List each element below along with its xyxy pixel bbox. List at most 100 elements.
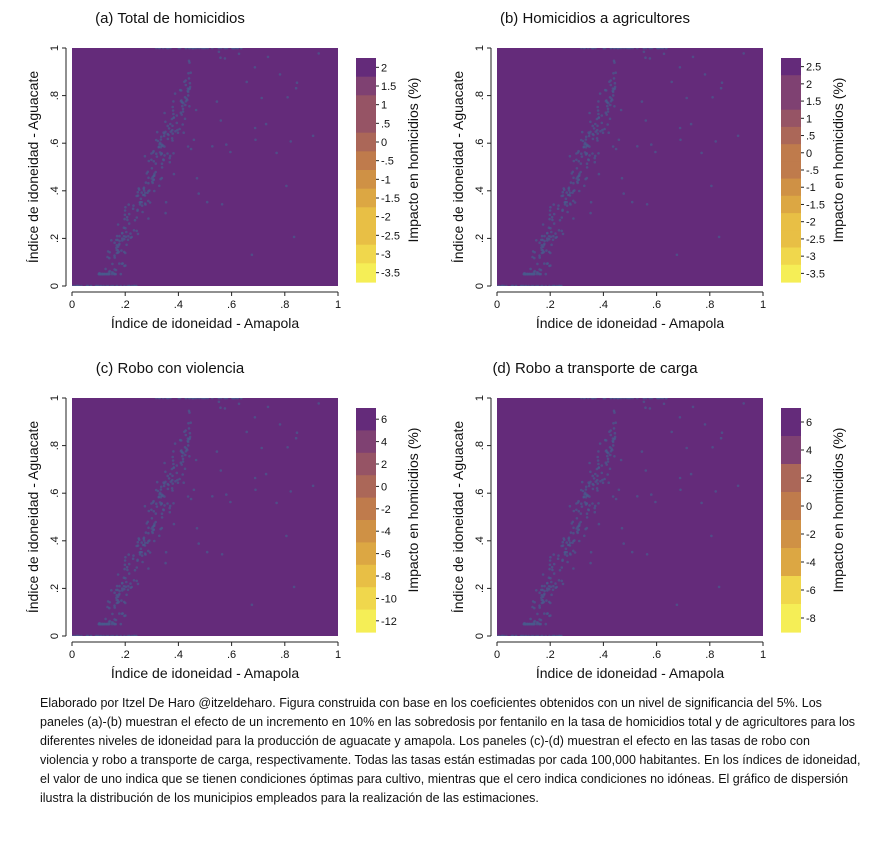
scatter-point bbox=[613, 81, 617, 85]
colorbar-segment bbox=[781, 161, 801, 180]
scatter-point bbox=[622, 542, 625, 545]
scatter-point bbox=[548, 587, 551, 591]
scatter-point bbox=[187, 72, 190, 75]
scatter-point bbox=[555, 634, 558, 636]
scatter-point bbox=[147, 176, 150, 180]
scatter-point bbox=[127, 234, 130, 238]
scatter-point bbox=[597, 100, 600, 103]
scatter-point bbox=[144, 553, 147, 556]
scatter-point bbox=[174, 480, 177, 483]
scatter-point bbox=[742, 52, 745, 55]
scatter-point bbox=[144, 203, 147, 206]
scatter-point bbox=[140, 541, 143, 544]
scatter-point bbox=[172, 522, 176, 526]
scatter-point bbox=[562, 187, 565, 190]
scatter-point bbox=[188, 87, 191, 90]
scatter-point bbox=[116, 284, 119, 286]
scatter-point bbox=[148, 551, 152, 554]
scatter-point bbox=[670, 80, 673, 84]
scatter-point bbox=[544, 272, 548, 276]
scatter-point bbox=[181, 104, 184, 108]
scatter-point bbox=[616, 398, 620, 400]
colorbar-segment bbox=[781, 264, 801, 283]
scatter-point bbox=[75, 284, 79, 286]
scatter-point bbox=[685, 446, 688, 450]
scatter-point bbox=[644, 469, 648, 472]
scatter-point bbox=[592, 127, 596, 130]
scatter-point bbox=[538, 241, 541, 244]
scatter-point bbox=[123, 237, 126, 241]
scatter-point bbox=[636, 398, 639, 400]
scatter-point bbox=[587, 481, 590, 484]
colorbar-tick-label: -8 bbox=[806, 613, 816, 625]
scatter-point bbox=[558, 634, 561, 636]
scatter-point bbox=[536, 634, 540, 636]
scatter-point bbox=[606, 107, 610, 111]
scatter-point bbox=[563, 203, 567, 206]
scatter-point bbox=[596, 459, 600, 462]
scatter-point bbox=[119, 622, 123, 626]
scatter-point bbox=[572, 181, 575, 185]
scatter-point bbox=[189, 71, 192, 74]
scatter-point bbox=[597, 502, 600, 505]
scatter-point bbox=[593, 154, 597, 158]
colorbar: 21.51.50-.5-1-1.5-2-2.5-3-3.5 bbox=[356, 58, 400, 283]
scatter-point bbox=[278, 73, 282, 76]
scatter-point bbox=[711, 96, 714, 99]
scatter-point bbox=[549, 556, 552, 559]
scatter-point bbox=[613, 455, 616, 458]
scatter-point bbox=[623, 48, 626, 50]
scatter-point bbox=[311, 484, 315, 488]
scatter-point bbox=[140, 204, 144, 207]
scatter-point bbox=[155, 502, 158, 505]
scatter-point bbox=[548, 213, 552, 217]
scatter-point bbox=[566, 560, 569, 564]
scatter-point bbox=[178, 477, 181, 481]
scatter-point bbox=[547, 250, 551, 254]
scatter-point bbox=[111, 284, 115, 286]
scatter-point bbox=[596, 124, 599, 128]
scatter-point bbox=[584, 488, 588, 491]
scatter-point bbox=[531, 600, 535, 603]
colorbar-segment bbox=[356, 542, 376, 566]
scatter-point bbox=[551, 568, 554, 572]
scatter-point bbox=[585, 512, 589, 515]
scatter-point bbox=[531, 250, 535, 253]
scatter-point bbox=[123, 264, 126, 268]
colorbar-segment bbox=[781, 75, 801, 93]
scatter-point bbox=[80, 284, 83, 286]
scatter-point bbox=[648, 407, 652, 410]
scatter-point bbox=[111, 634, 115, 636]
scatter-point bbox=[254, 488, 257, 492]
scatter-point bbox=[584, 138, 588, 141]
scatter-point bbox=[192, 138, 196, 142]
scatter-point bbox=[237, 402, 241, 406]
scatter-point bbox=[606, 457, 610, 461]
colorbar-tick-label: 0 bbox=[806, 501, 812, 513]
scatter-point bbox=[538, 618, 541, 621]
scatter-point bbox=[151, 531, 154, 535]
scatter-point bbox=[169, 122, 172, 126]
scatter-point bbox=[122, 235, 126, 238]
scatter-point bbox=[186, 94, 190, 97]
scatter-point bbox=[155, 48, 158, 50]
scatter-point bbox=[202, 398, 206, 400]
scatter-point bbox=[266, 405, 270, 409]
scatter-point bbox=[205, 200, 209, 204]
scatter-point bbox=[605, 113, 608, 116]
scatter-point bbox=[584, 485, 588, 489]
colorbar-tick-label: 4 bbox=[381, 437, 387, 449]
scatter-point bbox=[184, 79, 187, 82]
scatter-point bbox=[275, 501, 278, 505]
colorbar: 2.521.51.50-.5-1-1.5-2-2.5-3-3.5 bbox=[781, 58, 825, 283]
scatter-point bbox=[147, 509, 151, 513]
scatter-point bbox=[127, 222, 131, 225]
scatter-point bbox=[561, 559, 564, 562]
scatter-point bbox=[593, 504, 597, 508]
colorbar-segment bbox=[781, 92, 801, 111]
scatter-point bbox=[572, 509, 576, 513]
scatter-point bbox=[549, 206, 552, 209]
scatter-point bbox=[572, 176, 575, 180]
colorbar-segment bbox=[781, 464, 801, 493]
scatter-point bbox=[719, 436, 723, 440]
